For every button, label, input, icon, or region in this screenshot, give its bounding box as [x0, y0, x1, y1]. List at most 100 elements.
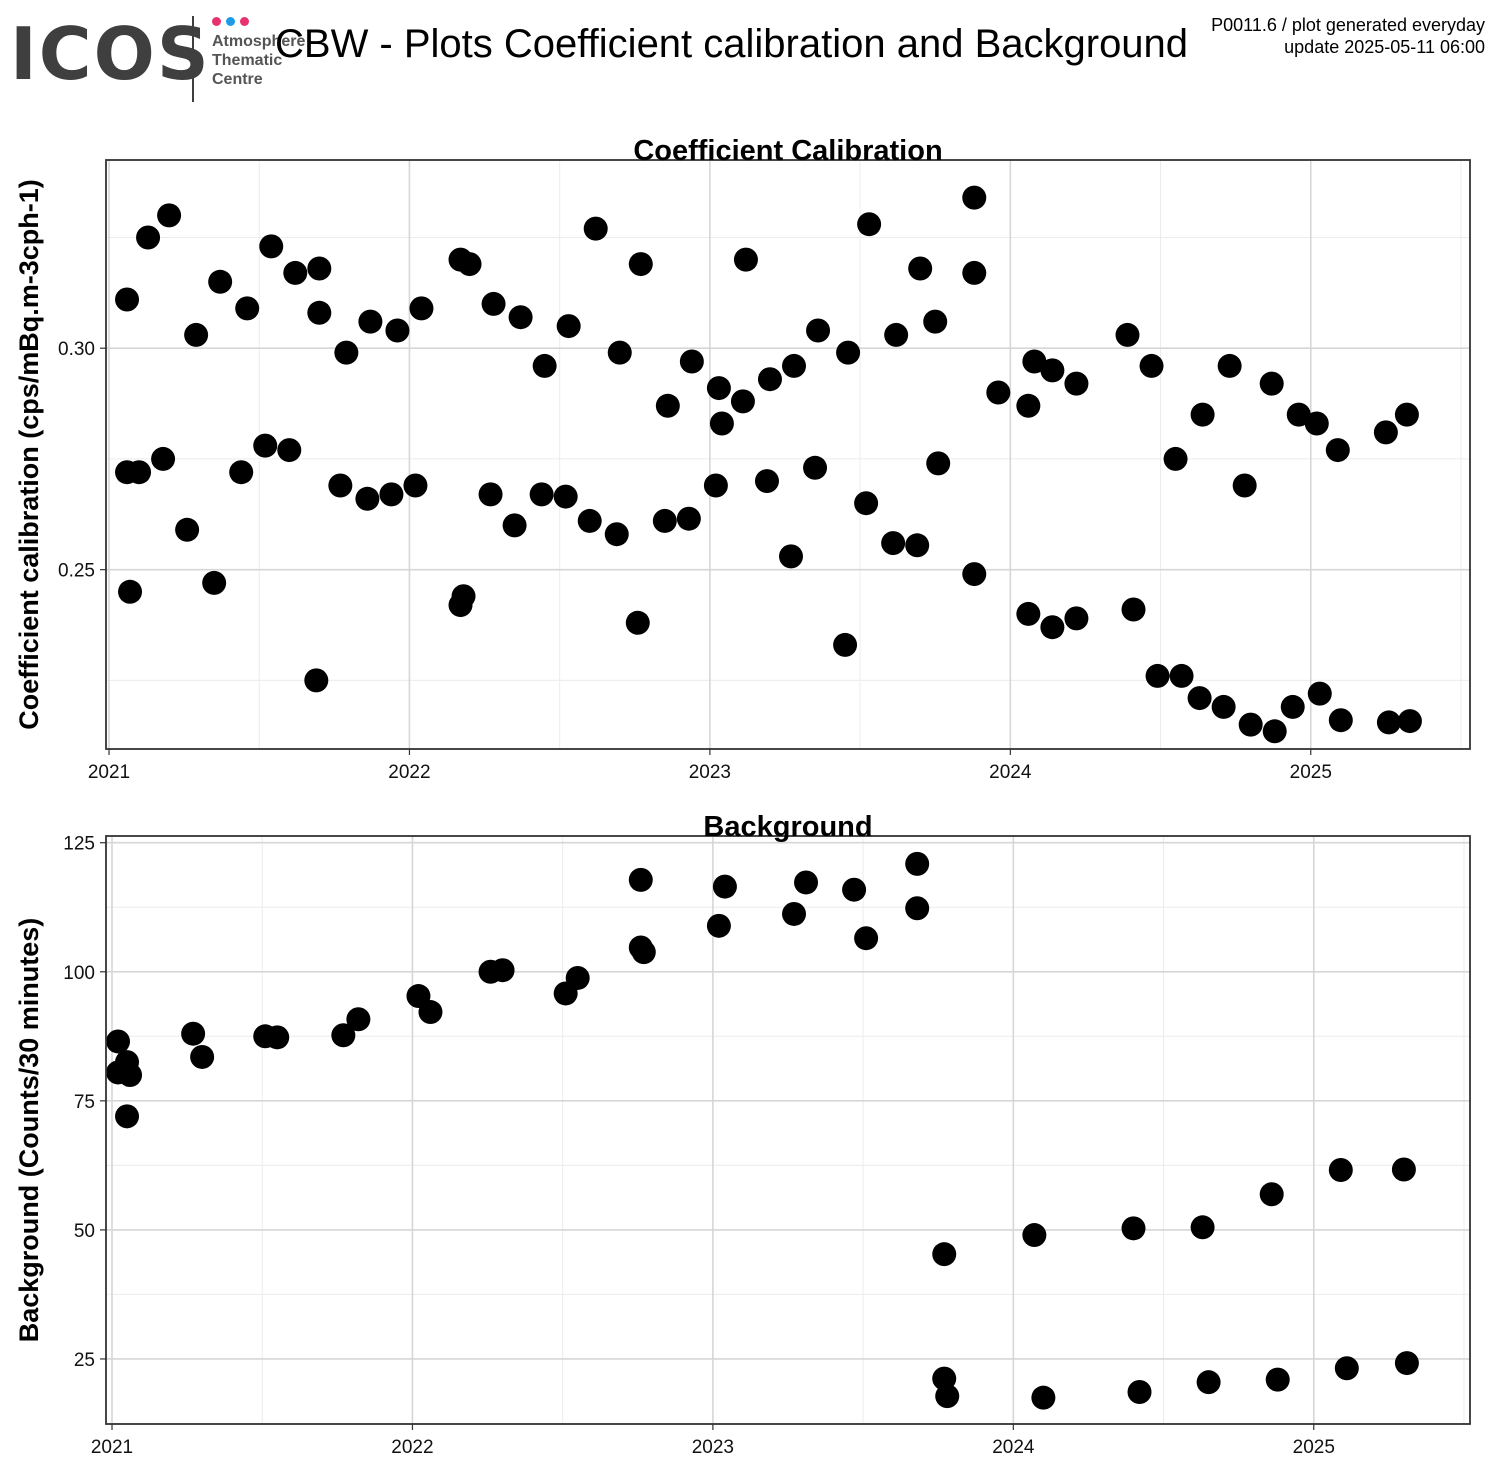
data-point [127, 460, 152, 485]
data-point [277, 438, 302, 463]
data-point [1127, 1379, 1152, 1404]
data-point [833, 632, 858, 657]
data-point [409, 296, 434, 321]
data-point [1373, 420, 1398, 445]
data-point [1259, 1182, 1284, 1207]
data-point [229, 460, 254, 485]
data-point [265, 1025, 290, 1050]
data-point [779, 544, 804, 569]
data-point [1259, 371, 1284, 396]
data-point [1190, 402, 1215, 427]
data-point [328, 473, 353, 498]
data-point [706, 376, 731, 401]
x-tick-label: 2022 [388, 762, 430, 783]
data-point [379, 482, 404, 507]
data-point [151, 446, 176, 471]
data-point [334, 340, 359, 365]
y-tick-label: 100 [63, 963, 95, 984]
data-point [1286, 402, 1311, 427]
data-point [1394, 1351, 1419, 1376]
data-point [532, 353, 557, 378]
data-point [1304, 411, 1329, 436]
data-point [1016, 601, 1041, 626]
data-point [1040, 615, 1065, 640]
x-tick-label: 2021 [91, 1437, 133, 1458]
data-point [1328, 708, 1353, 733]
x-tick-label: 2021 [88, 762, 130, 783]
data-point [782, 901, 807, 926]
data-point [565, 965, 590, 990]
y-tick-label: 75 [74, 1092, 95, 1113]
data-point [490, 958, 515, 983]
data-point [253, 433, 278, 458]
data-point [757, 367, 782, 392]
generation-info: P0011.6 / plot generated everyday update… [1211, 14, 1485, 58]
data-point [754, 469, 779, 494]
data-point [106, 1029, 131, 1054]
data-point [457, 252, 482, 277]
data-point [403, 473, 428, 498]
data-point [418, 1000, 443, 1025]
data-point [208, 269, 233, 294]
y-tick-label: 0.30 [58, 339, 95, 360]
data-point [175, 517, 200, 542]
data-point [1115, 322, 1140, 347]
data-point [607, 340, 632, 365]
data-point [118, 579, 143, 604]
y-tick-label: 50 [74, 1221, 95, 1242]
x-tick-label: 2024 [989, 762, 1032, 783]
data-point [794, 870, 819, 895]
logo-subtitle-line-1: Atmosphere [212, 33, 306, 50]
data-point [706, 913, 731, 938]
data-point [1169, 663, 1194, 688]
data-point [884, 322, 909, 347]
logo-subtitle-line-3: Centre [212, 71, 263, 88]
data-point [1232, 473, 1257, 498]
data-point [577, 508, 602, 533]
data-point [1376, 710, 1401, 735]
data-point [358, 309, 383, 334]
data-point [1334, 1356, 1359, 1381]
data-point [806, 318, 831, 343]
logo-dot [212, 17, 221, 26]
data-point [628, 252, 653, 277]
data-point [986, 380, 1011, 405]
data-point [1121, 597, 1146, 622]
data-point [307, 256, 332, 281]
data-point [712, 874, 737, 899]
data-point [905, 533, 930, 558]
data-point [854, 491, 879, 516]
data-point [1265, 1367, 1290, 1392]
data-point [502, 513, 527, 538]
data-point [508, 305, 533, 330]
data-point [628, 867, 653, 892]
logo-dot [240, 17, 249, 26]
data-point [803, 455, 828, 480]
x-tick-label: 2024 [992, 1437, 1035, 1458]
data-point [1397, 709, 1422, 734]
data-point [857, 212, 882, 237]
y-tick-label: 25 [74, 1350, 95, 1371]
data-point [923, 309, 948, 334]
data-point [625, 610, 650, 635]
data-point [157, 203, 182, 228]
data-point [604, 522, 629, 547]
data-point [926, 451, 951, 476]
data-point [1145, 663, 1170, 688]
data-point [235, 296, 260, 321]
data-point [1280, 694, 1305, 719]
data-point [304, 668, 329, 693]
data-point [1163, 446, 1188, 471]
data-point [259, 234, 284, 259]
data-point [1187, 686, 1212, 711]
x-tick-label: 2025 [1290, 762, 1332, 783]
data-point [1121, 1216, 1146, 1241]
data-point [932, 1242, 957, 1267]
data-point [451, 584, 476, 609]
data-point [1190, 1215, 1215, 1240]
data-point [181, 1021, 206, 1046]
data-point [733, 247, 758, 272]
data-point [1391, 1157, 1416, 1182]
data-point [1217, 353, 1242, 378]
